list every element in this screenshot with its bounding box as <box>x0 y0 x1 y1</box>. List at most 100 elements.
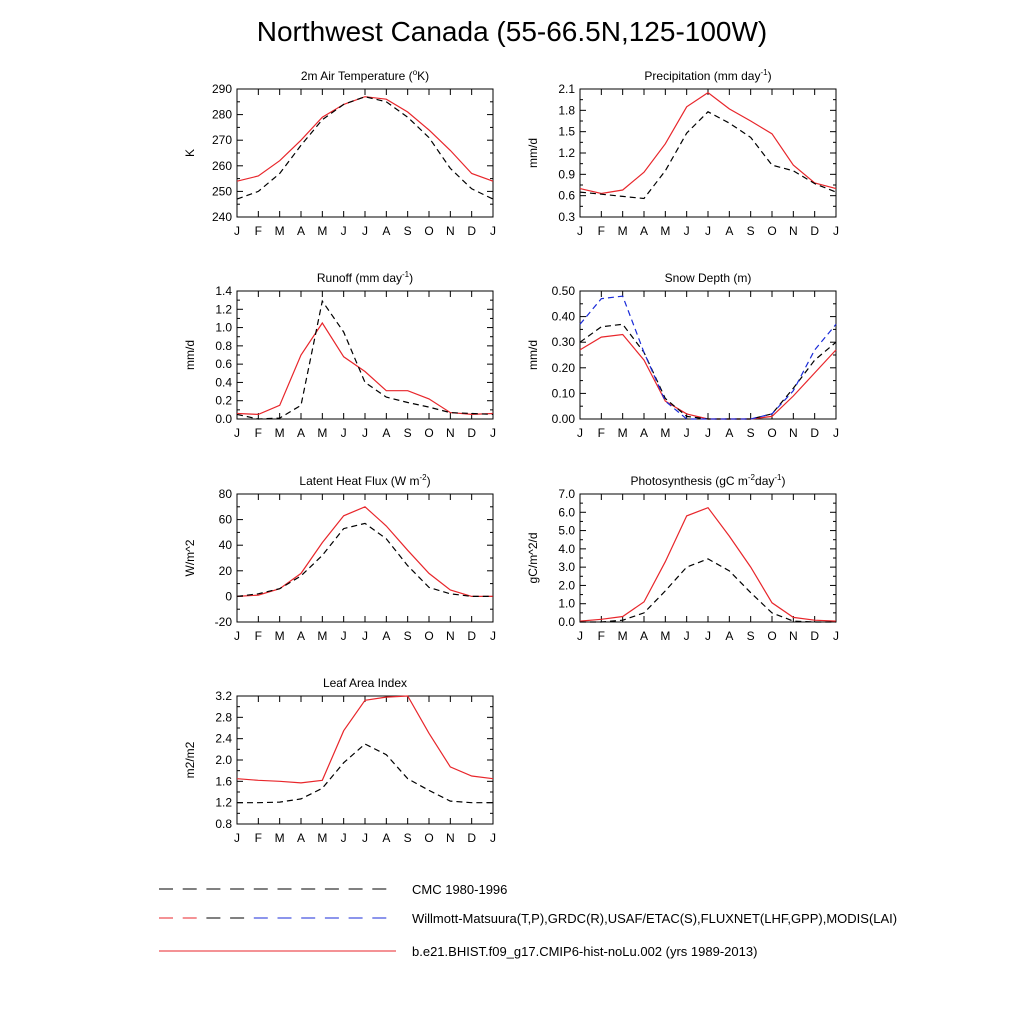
x-tick-label: A <box>382 831 390 845</box>
x-tick-label: A <box>725 426 733 440</box>
x-tick-label: O <box>424 831 433 845</box>
x-tick-label: J <box>490 831 496 845</box>
x-tick-label: N <box>789 426 798 440</box>
y-tick-label: 0.50 <box>552 284 576 298</box>
y-tick-label: 2.4 <box>215 732 232 746</box>
y-tick-label: 0.6 <box>215 357 232 371</box>
x-tick-label: M <box>317 629 327 643</box>
x-tick-label: M <box>618 224 628 238</box>
y-tick-label: 0 <box>225 589 232 603</box>
y-tick-label: 1.6 <box>215 774 232 788</box>
x-tick-label: S <box>404 831 412 845</box>
x-tick-label: M <box>660 224 670 238</box>
y-tick-label: 1.2 <box>215 796 232 810</box>
y-tick-label: 0.0 <box>558 615 575 629</box>
y-axis-label: mm/d <box>526 340 540 370</box>
legend-label: CMC 1980-1996 <box>412 882 507 897</box>
panel-6: Photosynthesis (gC m-2day-1) 0.0 1.0 2.0 3.0… <box>526 473 839 643</box>
y-tick-label: 1.2 <box>215 302 232 316</box>
y-tick-label: 0.6 <box>558 189 575 203</box>
x-tick-label: J <box>833 629 839 643</box>
legend-label: b.e21.BHIST.f09_g17.CMIP6-hist-noLu.002 … <box>412 944 757 959</box>
x-tick-label: J <box>234 831 240 845</box>
x-tick-label: D <box>467 224 476 238</box>
panel-title: Latent Heat Flux (W m-2) <box>299 473 430 488</box>
y-tick-label: 0.8 <box>215 339 232 353</box>
panel-5: Latent Heat Flux (W m-2) -20 0 20 40 60 80 W/m^… <box>183 473 496 643</box>
x-tick-label: F <box>598 224 605 238</box>
y-tick-label: 1.8 <box>558 103 575 117</box>
y-axis-label: K <box>183 149 197 157</box>
y-tick-label: 0.20 <box>552 361 576 375</box>
x-tick-label: J <box>490 629 496 643</box>
plot-frame <box>236 290 494 420</box>
y-tick-label: 260 <box>212 159 232 173</box>
x-tick-label: D <box>467 629 476 643</box>
x-tick-label: S <box>747 426 755 440</box>
x-tick-label: J <box>234 629 240 643</box>
x-tick-label: D <box>810 426 819 440</box>
x-tick-label: J <box>684 629 690 643</box>
panel-2: Precipitation (mm day-1) 0.3 0.6 0.9 1.2 1.5 1… <box>526 68 839 238</box>
x-tick-label: J <box>705 426 711 440</box>
x-tick-label: J <box>362 224 368 238</box>
x-tick-label: J <box>234 224 240 238</box>
y-tick-label: 6.0 <box>558 505 575 519</box>
series-line-2 <box>580 558 836 623</box>
x-tick-label: F <box>255 426 262 440</box>
y-tick-label: 0.2 <box>215 394 232 408</box>
panel-1: 2m Air Temperature (oK) 240 250 260 270 280 29… <box>183 68 496 238</box>
x-tick-label: F <box>255 224 262 238</box>
series-line-2 <box>236 96 494 200</box>
panel-title: Snow Depth (m) <box>665 271 752 285</box>
x-tick-label: J <box>234 426 240 440</box>
y-tick-label: 2.8 <box>215 710 232 724</box>
x-tick-label: M <box>618 426 628 440</box>
y-tick-label: 0.0 <box>215 412 232 426</box>
plot-frame <box>579 88 837 218</box>
x-tick-label: M <box>660 629 670 643</box>
panel-title: Runoff (mm day-1) <box>317 270 413 285</box>
series-line-1 <box>236 695 494 784</box>
series-line-1 <box>236 96 494 182</box>
x-tick-label: O <box>767 224 776 238</box>
y-tick-label: 1.5 <box>558 125 575 139</box>
x-tick-label: S <box>404 426 412 440</box>
legend-label: Willmott-Matsuura(T,P),GRDC(R),USAF/ETAC… <box>412 911 897 926</box>
x-tick-label: M <box>317 224 327 238</box>
x-tick-label: F <box>598 629 605 643</box>
y-tick-label: 20 <box>219 564 233 578</box>
y-tick-label: 0.40 <box>552 310 576 324</box>
plot-frame <box>236 695 494 825</box>
y-axis-label: m2/m2 <box>183 741 197 778</box>
x-tick-label: J <box>705 629 711 643</box>
x-tick-label: D <box>467 426 476 440</box>
x-tick-label: J <box>362 831 368 845</box>
x-tick-label: J <box>833 426 839 440</box>
plot-frame <box>236 88 494 218</box>
x-tick-label: J <box>341 426 347 440</box>
x-tick-label: F <box>255 629 262 643</box>
x-tick-label: F <box>255 831 262 845</box>
x-tick-label: N <box>789 224 798 238</box>
y-tick-label: 7.0 <box>558 487 575 501</box>
x-tick-label: J <box>341 629 347 643</box>
x-tick-label: D <box>810 629 819 643</box>
y-tick-label: 5.0 <box>558 524 575 538</box>
x-tick-label: A <box>297 831 305 845</box>
y-tick-label: 2.1 <box>558 82 575 96</box>
x-tick-label: M <box>317 426 327 440</box>
x-tick-label: N <box>789 629 798 643</box>
x-tick-label: N <box>446 224 455 238</box>
y-tick-label: 0.4 <box>215 375 232 389</box>
y-tick-label: 60 <box>219 513 233 527</box>
x-tick-label: J <box>362 629 368 643</box>
y-tick-label: 0.30 <box>552 335 576 349</box>
x-tick-label: A <box>297 426 305 440</box>
y-tick-label: 1.4 <box>215 284 232 298</box>
x-tick-label: O <box>424 224 433 238</box>
panel-3: Runoff (mm day-1) 0.0 0.2 0.4 0.6 0.8 1.0 1.2 1.… <box>183 270 496 440</box>
plot-frame <box>579 493 837 623</box>
series-line-2 <box>236 299 494 420</box>
x-tick-label: M <box>317 831 327 845</box>
